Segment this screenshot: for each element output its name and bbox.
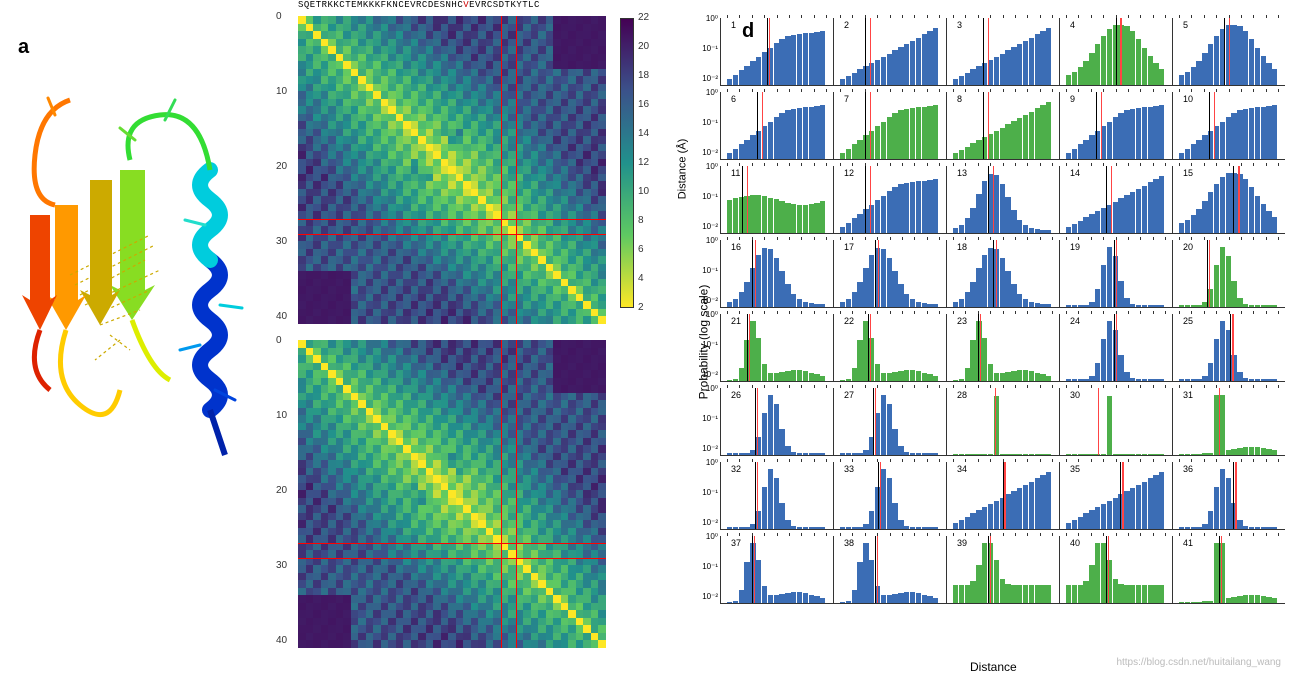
panel-number: 10: [1183, 94, 1193, 104]
panel-number: 3: [957, 20, 962, 30]
panel-number: 7: [844, 94, 849, 104]
histogram-panel: 30: [1059, 388, 1172, 456]
histogram-panel: 7: [833, 92, 946, 160]
histogram-panel: 110⁰10⁻¹10⁻²: [720, 18, 833, 86]
panel-number: 14: [1070, 168, 1080, 178]
ylabel-probability: Probability (log scale): [696, 285, 710, 400]
watermark: https://blog.csdn.net/huitailang_wang: [1116, 657, 1281, 668]
histogram-panel: 3210⁰10⁻¹10⁻²: [720, 462, 833, 530]
panel-number: 32: [731, 464, 741, 474]
panel-number: 1: [731, 20, 736, 30]
panel-number: 19: [1070, 242, 1080, 252]
histogram-panel: 610⁰10⁻¹10⁻²: [720, 92, 833, 160]
panel-number: 4: [1070, 20, 1075, 30]
histogram-panel: 28: [946, 388, 1059, 456]
histogram-panel: 14: [1059, 166, 1172, 234]
panel-number: 24: [1070, 316, 1080, 326]
panel-number: 30: [1070, 390, 1080, 400]
panel-number: 36: [1183, 464, 1193, 474]
histogram-panel: 25: [1172, 314, 1285, 382]
histogram-panel: 19: [1059, 240, 1172, 308]
panel-number: 23: [957, 316, 967, 326]
histogram-panel: 10: [1172, 92, 1285, 160]
histogram-panel: 5: [1172, 18, 1285, 86]
panel-number: 27: [844, 390, 854, 400]
panel-number: 5: [1183, 20, 1188, 30]
panel-number: 21: [731, 316, 741, 326]
histogram-panel: 24: [1059, 314, 1172, 382]
histogram-panel: 23: [946, 314, 1059, 382]
sequence-text: SQETRKKCTEMKKKFKNCEVRCDESNHCVEVRCSDTKYTL…: [298, 0, 540, 10]
panel-number: 40: [1070, 538, 1080, 548]
panel-number: 9: [1070, 94, 1075, 104]
histogram-panel: 40: [1059, 536, 1172, 604]
histogram-panel: 18: [946, 240, 1059, 308]
histogram-panel: 2610⁰10⁻¹10⁻²: [720, 388, 833, 456]
histogram-panel: 39: [946, 536, 1059, 604]
histogram-panel: 20: [1172, 240, 1285, 308]
panel-number: 15: [1183, 168, 1193, 178]
histogram-panel: 33: [833, 462, 946, 530]
histogram-panel: 3710⁰10⁻¹10⁻²: [720, 536, 833, 604]
histogram-panel: 17: [833, 240, 946, 308]
histogram-panel: 15: [1172, 166, 1285, 234]
histogram-panel: 22: [833, 314, 946, 382]
histogram-panel: 12: [833, 166, 946, 234]
panel-number: 28: [957, 390, 967, 400]
panel-number: 8: [957, 94, 962, 104]
colorbar: 246810121416182022Distance (Å): [620, 18, 634, 308]
panel-number: 34: [957, 464, 967, 474]
histogram-panel: 36: [1172, 462, 1285, 530]
histogram-panel: 41: [1172, 536, 1285, 604]
panel-number: 31: [1183, 390, 1193, 400]
panel-number: 37: [731, 538, 741, 548]
panel-number: 13: [957, 168, 967, 178]
panel-number: 38: [844, 538, 854, 548]
histogram-panel: 1610⁰10⁻¹10⁻²: [720, 240, 833, 308]
histogram-panel: 4: [1059, 18, 1172, 86]
protein-structure: [0, 60, 275, 480]
histogram-panel: 8: [946, 92, 1059, 160]
histogram-panel: 31: [1172, 388, 1285, 456]
panel-number: 41: [1183, 538, 1193, 548]
histogram-panel: 2: [833, 18, 946, 86]
panel-number: 33: [844, 464, 854, 474]
heatmap-c: 010203040: [298, 340, 606, 648]
histogram-panel: 27: [833, 388, 946, 456]
panel-number: 6: [731, 94, 736, 104]
histogram-panel: 35: [1059, 462, 1172, 530]
histogram-panel: 38: [833, 536, 946, 604]
panel-a-label: a: [18, 36, 29, 59]
panel-number: 35: [1070, 464, 1080, 474]
histogram-panel: 9: [1059, 92, 1172, 160]
panel-number: 20: [1183, 242, 1193, 252]
histogram-panel: 34: [946, 462, 1059, 530]
panel-number: 39: [957, 538, 967, 548]
panel-number: 26: [731, 390, 741, 400]
panel-number: 11: [731, 168, 740, 178]
histogram-panel: 3: [946, 18, 1059, 86]
panel-number: 16: [731, 242, 741, 252]
histogram-panel: 1110⁰10⁻¹10⁻²: [720, 166, 833, 234]
histogram-panel: 13: [946, 166, 1059, 234]
histogram-panel: 2110⁰10⁻¹10⁻²: [720, 314, 833, 382]
panel-number: 2: [844, 20, 849, 30]
panel-number: 22: [844, 316, 854, 326]
panel-number: 25: [1183, 316, 1193, 326]
heatmap-b: 010203040: [298, 16, 606, 324]
panel-number: 12: [844, 168, 854, 178]
panel-number: 17: [844, 242, 854, 252]
panel-number: 18: [957, 242, 967, 252]
